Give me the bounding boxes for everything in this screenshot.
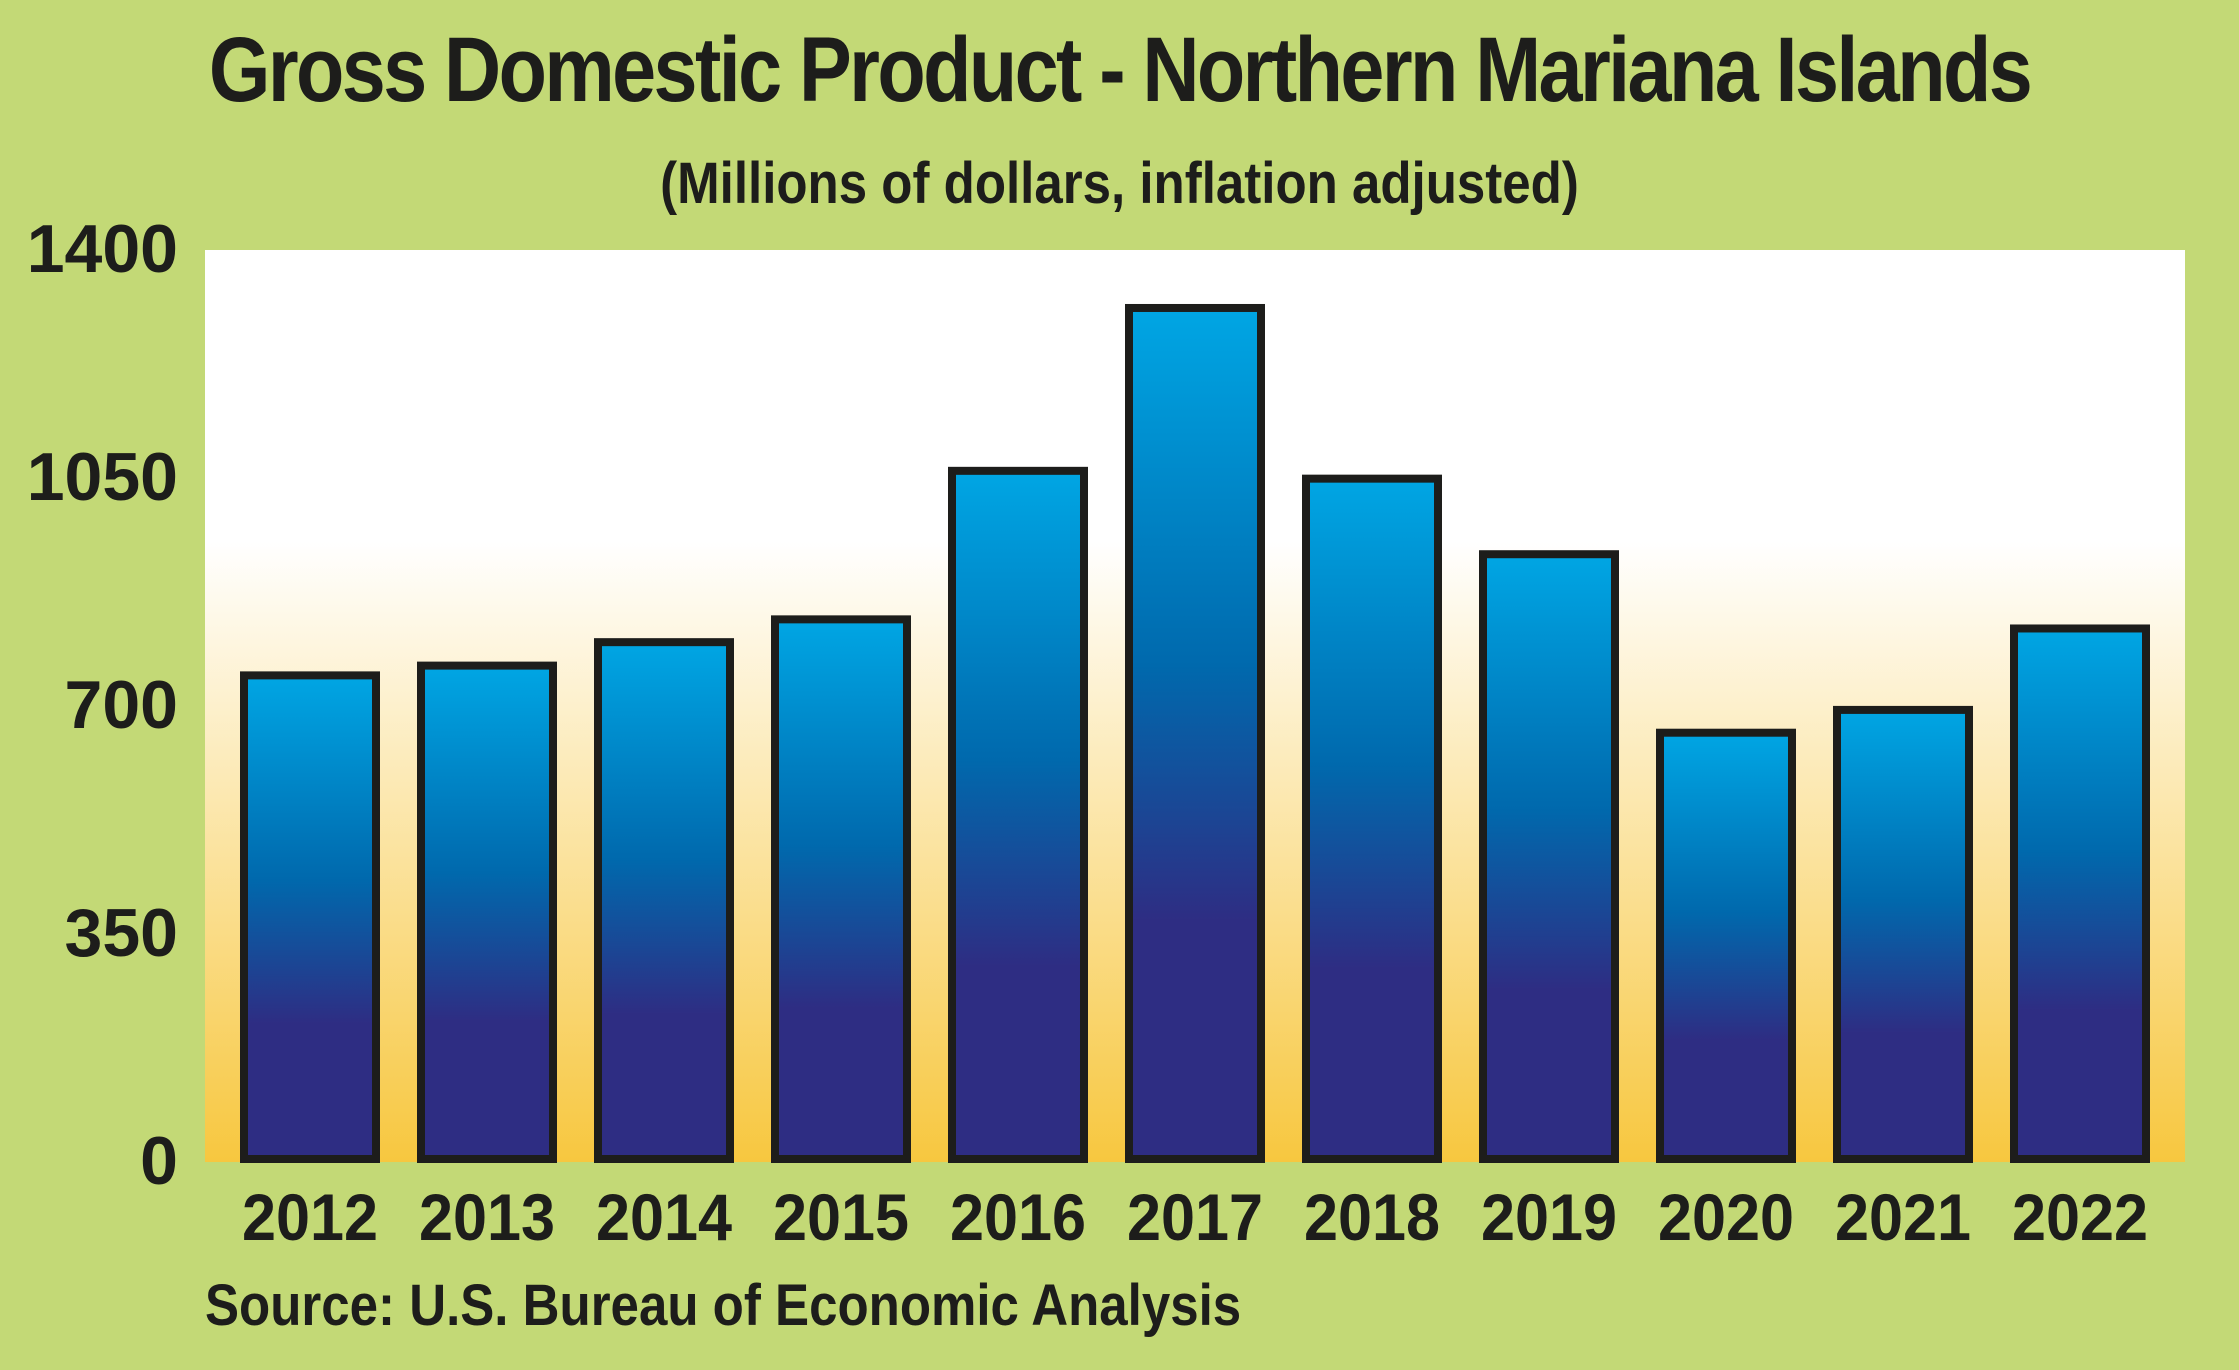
bar-2014 (594, 638, 734, 1163)
bars (240, 303, 2150, 1164)
bar-2017 (1125, 303, 1265, 1163)
x-tick-label: 2022 (2012, 1180, 2148, 1254)
bar-2012 (240, 671, 380, 1164)
y-tick-label: 700 (65, 667, 178, 743)
x-tick-label: 2013 (419, 1180, 555, 1254)
x-tick-label: 2015 (773, 1180, 909, 1254)
x-tick-label: 2018 (1304, 1180, 1440, 1254)
bar-2019 (1479, 550, 1619, 1163)
bar-2013 (417, 661, 557, 1164)
source-note: Source: U.S. Bureau of Economic Analysis (205, 1273, 1242, 1338)
bar-2021 (1833, 705, 1973, 1163)
x-tick-label: 2021 (1835, 1180, 1971, 1254)
x-tick-label: 2020 (1658, 1180, 1794, 1254)
y-tick-label: 350 (65, 895, 178, 971)
x-tick-label: 2014 (596, 1180, 732, 1254)
x-tick-label: 2016 (950, 1180, 1086, 1254)
x-axis-ticks: 2012 2013 2014 2015 2016 2017 2018 2019 2020 2021… (242, 1180, 2148, 1254)
x-tick-label: 2012 (242, 1180, 378, 1254)
chart-subtitle: (Millions of dollars, inflation adjusted… (660, 151, 1579, 216)
bar-2015 (771, 615, 911, 1163)
x-tick-label: 2019 (1481, 1180, 1617, 1254)
bar-2016 (948, 466, 1088, 1163)
y-tick-label: 1400 (27, 211, 178, 287)
x-tick-label: 2017 (1127, 1180, 1263, 1254)
y-axis-ticks: 0 350 700 1050 1400 (27, 211, 178, 1199)
bar-2018 (1302, 474, 1442, 1163)
y-tick-label: 0 (140, 1123, 178, 1199)
bar-2022 (2010, 624, 2150, 1163)
chart-title: Gross Domestic Product - Northern Marian… (208, 19, 2033, 121)
bar-2020 (1656, 728, 1796, 1163)
y-tick-label: 1050 (27, 439, 178, 515)
